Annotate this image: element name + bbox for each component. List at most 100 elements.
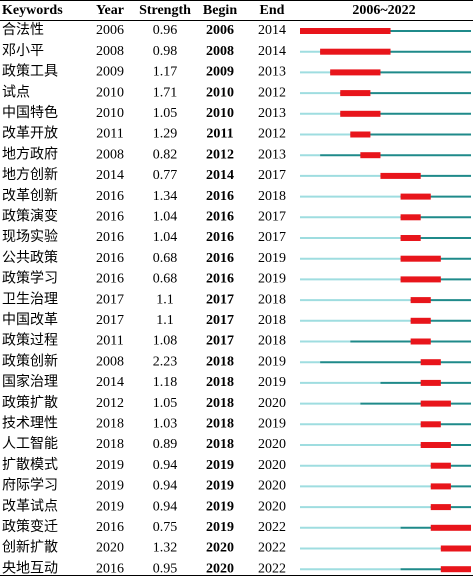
end: 2022 xyxy=(258,561,286,576)
begin: 2016 xyxy=(206,189,234,204)
keyword: 府际学习 xyxy=(2,478,58,494)
burst-bar xyxy=(430,524,471,531)
keyword: 创新扩散 xyxy=(2,540,58,556)
year: 2016 xyxy=(96,520,124,535)
strength: 1.04 xyxy=(153,230,178,245)
year: 2018 xyxy=(96,437,124,452)
begin: 2010 xyxy=(206,85,234,100)
strength: 1.05 xyxy=(153,396,178,411)
begin: 2018 xyxy=(206,354,234,369)
begin: 2018 xyxy=(206,396,234,411)
year: 2009 xyxy=(96,65,124,80)
begin: 2012 xyxy=(206,147,234,162)
end: 2018 xyxy=(258,292,286,307)
year: 2010 xyxy=(96,106,124,121)
burst-bar xyxy=(430,462,451,469)
strength: 1.34 xyxy=(153,189,178,204)
strength: 1.32 xyxy=(153,541,178,556)
begin: 2017 xyxy=(206,313,234,328)
year: 2008 xyxy=(96,147,124,162)
keyword: 政策学习 xyxy=(2,270,58,287)
burst-bar xyxy=(410,338,431,345)
burst-bar xyxy=(410,297,431,304)
keyword: 公共政策 xyxy=(2,249,58,266)
keyword: 地方创新 xyxy=(2,167,58,183)
end: 2020 xyxy=(258,499,286,514)
begin: 2010 xyxy=(206,106,234,121)
year: 2016 xyxy=(96,189,124,204)
strength: 0.77 xyxy=(153,168,178,183)
strength: 0.96 xyxy=(153,23,178,38)
begin: 2016 xyxy=(206,230,234,245)
end: 2020 xyxy=(258,458,286,473)
begin: 2014 xyxy=(206,168,234,183)
strength: 1.71 xyxy=(153,85,178,100)
strength: 1.05 xyxy=(153,106,178,121)
keyword: 邓小平 xyxy=(2,43,44,59)
burst-bar xyxy=(330,69,381,76)
year: 2017 xyxy=(96,292,124,307)
begin: 2018 xyxy=(206,375,234,390)
strength: 1.04 xyxy=(153,210,178,225)
burst-bar xyxy=(400,193,431,200)
burst-bar xyxy=(340,110,381,117)
begin: 2019 xyxy=(206,458,234,473)
year: 2017 xyxy=(96,313,124,328)
end: 2012 xyxy=(258,127,286,142)
strength: 1.17 xyxy=(153,65,178,80)
year: 2011 xyxy=(96,127,123,142)
keyword: 卫生治理 xyxy=(2,291,58,307)
keyword: 政策扩散 xyxy=(2,394,58,411)
end: 2017 xyxy=(258,210,286,225)
header-cell: Strength xyxy=(139,3,191,18)
keyword: 中国改革 xyxy=(2,312,58,328)
end: 2013 xyxy=(258,147,286,162)
burst-bar xyxy=(420,421,441,428)
end: 2017 xyxy=(258,168,286,183)
end: 2020 xyxy=(258,479,286,494)
end: 2019 xyxy=(258,354,286,369)
year: 2016 xyxy=(96,210,124,225)
burst-bar xyxy=(440,545,471,552)
keyword: 改革开放 xyxy=(2,126,58,142)
end: 2012 xyxy=(258,85,286,100)
year: 2010 xyxy=(96,85,124,100)
strength: 1.08 xyxy=(153,334,178,349)
end: 2022 xyxy=(258,541,286,556)
strength: 0.89 xyxy=(153,437,178,452)
year: 2016 xyxy=(96,272,124,287)
begin: 2018 xyxy=(206,417,234,432)
keyword: 政策工具 xyxy=(2,63,58,80)
begin: 2006 xyxy=(206,23,234,38)
burst-bar xyxy=(400,235,421,241)
burst-bar xyxy=(350,131,371,138)
strength: 1.1 xyxy=(156,313,174,328)
burst-bar xyxy=(440,566,471,573)
keyword: 政策变迁 xyxy=(2,518,58,535)
strength: 0.95 xyxy=(153,561,178,576)
end: 2013 xyxy=(258,106,286,121)
keyword: 现场实验 xyxy=(2,229,58,245)
keyword: 改革创新 xyxy=(2,188,58,204)
keyword: 试点 xyxy=(2,84,30,100)
keyword: 合法性 xyxy=(2,22,44,38)
year: 2012 xyxy=(96,396,124,411)
end: 2019 xyxy=(258,417,286,432)
burst-bar xyxy=(420,359,441,366)
begin: 2008 xyxy=(206,44,234,59)
begin: 2019 xyxy=(206,479,234,494)
keyword: 地方政府 xyxy=(2,146,58,162)
header-cell: Begin xyxy=(203,3,237,18)
strength: 2.23 xyxy=(153,354,178,369)
keyword: 扩散模式 xyxy=(2,457,58,473)
keyword: 国家治理 xyxy=(2,373,58,390)
burst-bar xyxy=(380,172,421,179)
year: 2018 xyxy=(96,417,124,432)
end: 2020 xyxy=(258,396,286,411)
begin: 2019 xyxy=(206,520,234,535)
burst-bar xyxy=(400,214,421,221)
end: 2018 xyxy=(258,334,286,349)
strength: 0.98 xyxy=(153,44,178,59)
end: 2014 xyxy=(258,23,286,38)
